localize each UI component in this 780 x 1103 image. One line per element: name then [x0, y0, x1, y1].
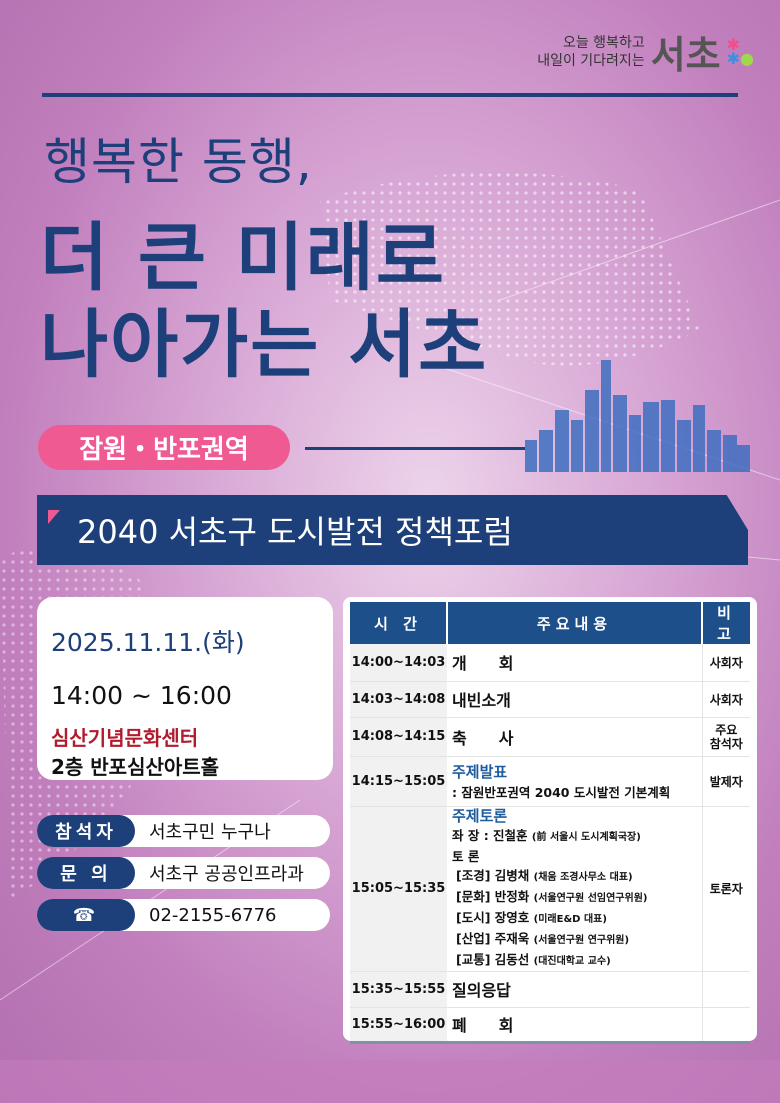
panelist: [도시] 장영호 (미래E&D 대표) [456, 909, 607, 925]
panel-label: 토 론 [452, 848, 480, 864]
table-row: 15:35~15:55 질의응답 [350, 971, 750, 1008]
panelist: [산업] 주재욱 (서울연구원 연구위원) [456, 930, 630, 946]
asterisk-icon: ✱ ✱● [726, 34, 754, 68]
city-skyline-icon [525, 360, 750, 472]
event-date: 2025.11.11.(화) [51, 628, 245, 657]
row-content: 주제발표 [452, 763, 508, 781]
header-time: 시 간 [350, 602, 448, 644]
row-time: 15:35~15:55 [350, 971, 447, 1008]
region-badge: 잠원・반포권역 [38, 425, 290, 470]
event-info-card: 2025.11.11.(화) 14:00 ~ 16:00 심산기념문화센터 2층… [37, 597, 333, 780]
chair: 좌 장 : 진철훈 [452, 827, 528, 843]
event-time: 14:00 ~ 16:00 [51, 681, 232, 710]
table-row: 15:55~16:00 폐 회 [350, 1007, 750, 1044]
table-header: 시 간 주요내용 비 고 [350, 602, 750, 644]
attendee-value: 서초구민 누구나 [149, 822, 271, 843]
banner-accent-icon [48, 510, 60, 524]
row-time: 15:05~15:35 [350, 806, 447, 972]
chair-affiliation: (前 서울시 도시계획국장) [531, 831, 641, 843]
row-note: 토론자 [701, 806, 750, 972]
row-content: 주제토론 [452, 806, 508, 825]
top-divider [42, 93, 738, 97]
row-note: 주요 참석자 [701, 717, 750, 757]
region-divider [305, 447, 525, 450]
attendee-row: 참석자 서초구민 누구나 [37, 815, 330, 847]
row-time: 14:00~14:03 [350, 644, 447, 682]
logo-name: 서초 [650, 33, 721, 77]
attendee-label: 참석자 [37, 815, 135, 847]
phone-row: ☎ 02-2155-6776 [37, 899, 330, 931]
inquiry-row: 문 의 서초구 공공인프라과 [37, 857, 330, 889]
table-row: 14:03~14:08 내빈소개 사회자 [350, 681, 750, 718]
row-note: 발제자 [701, 756, 750, 807]
schedule-table: 시 간 주요내용 비 고 14:00~14:03 개 회 사회자 14:03~14:08… [350, 602, 750, 1044]
row-content: 축 사 [447, 717, 702, 757]
row-subtitle: : 잠원반포권역 2040 도시발전 기본계획 [452, 785, 671, 800]
panelist: [교통] 김동선 (대진대학교 교수) [456, 951, 611, 967]
title-line-1: 행복한 동행, [44, 133, 313, 191]
schedule-panel: 시 간 주요내용 비 고 14:00~14:03 개 회 사회자 14:03~14:08… [343, 597, 757, 1044]
forum-title-banner: 2040 서초구 도시발전 정책포럼 [37, 495, 748, 565]
event-venue: 심산기념문화센터 [51, 726, 199, 750]
panelist: [문화] 반정화 (서울연구원 선임연구위원) [456, 888, 648, 904]
logo-slogan-2: 내일이 기다려지는 [537, 52, 645, 69]
phone-icon: ☎ [37, 899, 135, 931]
panelist: [조경] 김병채 (채움 조경사무소 대표) [456, 867, 633, 883]
row-content: 개 회 [447, 644, 702, 682]
seocho-logo: 오늘 행복하고 내일이 기다려지는 서초 ✱ ✱● [537, 24, 754, 79]
row-time: 14:03~14:08 [350, 681, 447, 718]
header-note: 비 고 [702, 602, 750, 644]
table-row: 14:08~14:15 축 사 주요 참석자 [350, 717, 750, 757]
table-row: 14:15~15:05 주제발표 : 잠원반포권역 2040 도시발전 기본계획 발제… [350, 756, 750, 807]
row-note [701, 1007, 750, 1044]
header-content: 주요내용 [447, 602, 703, 644]
row-content: 질의응답 [447, 971, 702, 1008]
row-note [701, 971, 750, 1008]
logo-slogan-1: 오늘 행복하고 [562, 34, 645, 51]
row-time: 15:55~16:00 [350, 1007, 447, 1044]
row-content: 폐 회 [447, 1007, 702, 1044]
row-note: 사회자 [701, 644, 750, 682]
title-line-2: 더 큰 미래로 [40, 215, 446, 301]
row-content: 내빈소개 [447, 681, 702, 718]
table-row: 14:00~14:03 개 회 사회자 [350, 644, 750, 682]
inquiry-label: 문 의 [37, 857, 135, 889]
phone-number[interactable]: 02-2155-6776 [149, 904, 277, 926]
table-row: 15:05~15:35 주제토론 좌 장 : 진철훈 (前 서울시 도시계획국장… [350, 806, 750, 972]
row-note: 사회자 [701, 681, 750, 718]
row-time: 14:15~15:05 [350, 756, 447, 807]
row-time: 14:08~14:15 [350, 717, 447, 757]
title-line-3: 나아가는 서초 [40, 302, 489, 388]
inquiry-value: 서초구 공공인프라과 [149, 864, 304, 885]
event-hall: 2층 반포심산아트홀 [51, 755, 220, 779]
